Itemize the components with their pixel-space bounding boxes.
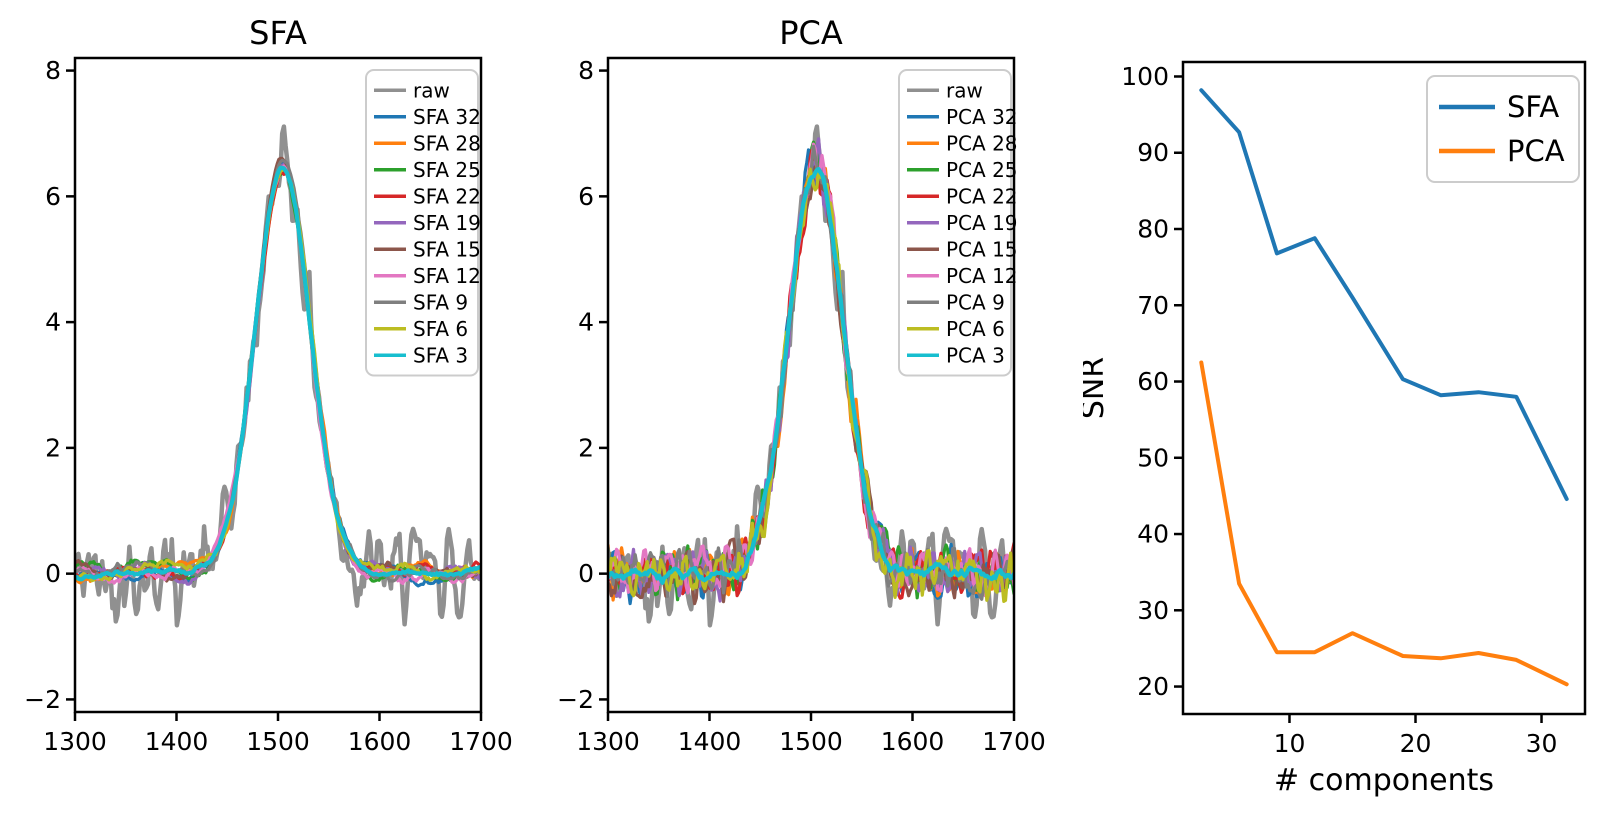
y-tick-label: 0 xyxy=(578,559,594,588)
legend-label: PCA 6 xyxy=(946,317,1005,341)
legend-label: PCA 12 xyxy=(946,264,1018,288)
sfa-3-curve xyxy=(75,165,481,582)
y-tick-label: 6 xyxy=(578,182,594,211)
legend-label: SFA 6 xyxy=(413,317,468,341)
y-tick-label: 30 xyxy=(1137,596,1169,625)
legend-label: SFA 3 xyxy=(413,343,468,367)
y-tick-label: 100 xyxy=(1121,62,1169,91)
x-axis-label: # components xyxy=(1274,763,1494,798)
legend-label: SFA 28 xyxy=(413,131,481,155)
y-tick-label: 4 xyxy=(578,308,594,337)
y-tick-label: 70 xyxy=(1137,291,1169,320)
y-tick-label: 80 xyxy=(1137,215,1169,244)
legend-label: SFA xyxy=(1507,90,1559,124)
plot-area xyxy=(75,124,481,628)
y-axis-label: SNR xyxy=(1083,357,1111,419)
pca-snr-curve xyxy=(1199,360,1569,687)
legend-label: SFA 9 xyxy=(413,290,468,314)
legend-label: SFA 12 xyxy=(413,264,481,288)
x-tick-label: 1600 xyxy=(881,727,945,756)
legend-label: raw xyxy=(946,78,983,102)
plot-area xyxy=(1199,88,1569,687)
y-tick-label: 20 xyxy=(1137,672,1169,701)
y-tick-label: 2 xyxy=(45,433,61,462)
legend-label: PCA 19 xyxy=(946,211,1018,235)
y-tick-label: 8 xyxy=(45,56,61,85)
x-tick-label: 30 xyxy=(1526,729,1558,758)
plot-title: PCA xyxy=(779,14,843,52)
y-tick-label: 4 xyxy=(45,308,61,337)
legend-label: PCA 3 xyxy=(946,343,1005,367)
legend-label: SFA 19 xyxy=(413,211,481,235)
x-tick-label: 1500 xyxy=(246,727,310,756)
axes-spines xyxy=(1181,60,1587,716)
y-tick-label: 6 xyxy=(45,182,61,211)
x-tick-label: 1600 xyxy=(348,727,412,756)
y-tick-label: 0 xyxy=(45,559,61,588)
legend-box xyxy=(898,69,1012,377)
legend-label: PCA 32 xyxy=(946,105,1018,129)
x-tick-label: 1300 xyxy=(43,727,107,756)
x-tick-label: 10 xyxy=(1274,729,1306,758)
x-tick-label: 20 xyxy=(1400,729,1432,758)
legend-label: PCA 15 xyxy=(946,237,1018,261)
legend-box xyxy=(1426,75,1580,183)
legend-label: PCA xyxy=(1507,134,1565,168)
x-tick-label: 1400 xyxy=(145,727,209,756)
legend-label: PCA 25 xyxy=(946,158,1018,182)
legend-label: PCA 9 xyxy=(946,290,1005,314)
legend-label: raw xyxy=(413,78,450,102)
y-tick-label: 2 xyxy=(578,433,594,462)
y-tick-label: 50 xyxy=(1137,443,1169,472)
legend-label: PCA 22 xyxy=(946,184,1018,208)
x-tick-label: 1500 xyxy=(779,727,843,756)
snr-plot: 10 20 30 20 30 40 50 60 70 80 90 100 # components SNR… xyxy=(1083,0,1623,823)
legend-label: PCA 28 xyxy=(946,131,1018,155)
sfa-snr-curve xyxy=(1199,88,1569,501)
x-tick-label: 1700 xyxy=(449,727,513,756)
plot-title: SFA xyxy=(249,14,307,52)
legend-label: SFA 15 xyxy=(413,237,481,261)
legend-label: SFA 22 xyxy=(413,184,481,208)
x-tick-label: 1300 xyxy=(576,727,640,756)
y-tick-label: 40 xyxy=(1137,520,1169,549)
legend-label: SFA 32 xyxy=(413,105,481,129)
plot-area xyxy=(608,124,1014,628)
x-tick-label: 1700 xyxy=(982,727,1046,756)
y-tick-label: 60 xyxy=(1137,367,1169,396)
y-tick-label: −2 xyxy=(24,685,61,714)
legend-box xyxy=(365,69,479,377)
x-tick-label: 1400 xyxy=(678,727,742,756)
pca-3-curve xyxy=(608,167,1014,585)
y-tick-label: 8 xyxy=(578,56,594,85)
y-tick-label: −2 xyxy=(557,685,594,714)
y-tick-label: 90 xyxy=(1137,138,1169,167)
legend: SFA PCA xyxy=(1426,75,1580,183)
legend-label: SFA 25 xyxy=(413,158,481,182)
